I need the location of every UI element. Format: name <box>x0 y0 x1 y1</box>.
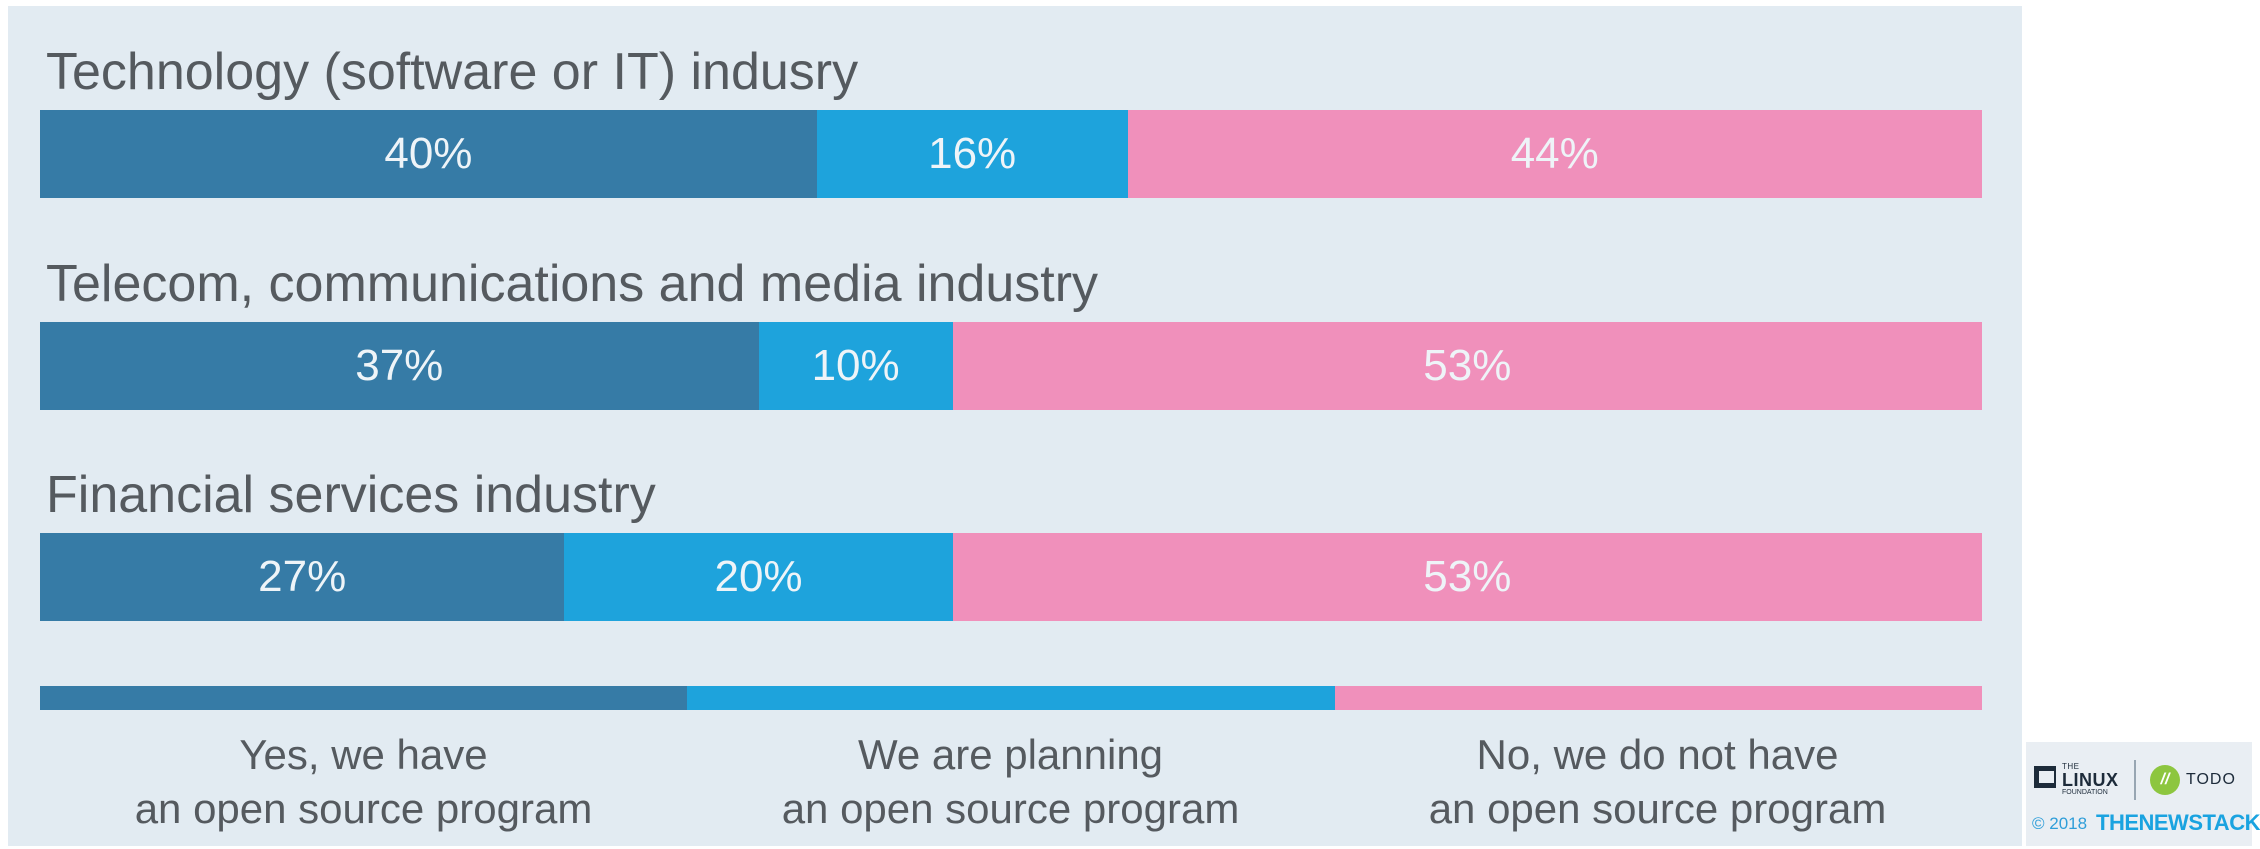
bar-segment: 53% <box>952 533 1982 621</box>
legend-label: No, we do not have an open source program <box>1334 728 1981 836</box>
data-label: 40% <box>384 129 473 178</box>
data-label: 53% <box>1423 552 1512 601</box>
todo-icon: // <box>2150 765 2180 795</box>
linux-foundation-linux-text: LINUX <box>2062 770 2119 790</box>
bar-segment: 10% <box>758 322 953 410</box>
legend-label: Yes, we have an open source program <box>40 728 687 836</box>
bar-segment: 16% <box>816 110 1128 198</box>
bar-segment: 44% <box>1127 110 1982 198</box>
bar-segment: 53% <box>952 322 1982 410</box>
data-label: 44% <box>1510 129 1599 178</box>
legend-label-line: No, we do not have <box>1476 731 1839 778</box>
bar-segment: 40% <box>40 110 817 198</box>
todo-text: TODO <box>2186 771 2236 788</box>
chart-panel: Technology (software or IT) indusry 40% 16… <box>8 6 2022 846</box>
linux-foundation-the-text: THE <box>2062 762 2080 771</box>
legend-label-line: Yes, we have <box>239 731 488 778</box>
legend-label: We are planning an open source program <box>687 728 1334 836</box>
credits-divider <box>2134 760 2136 800</box>
bar-segment: 37% <box>40 322 759 410</box>
data-label: 27% <box>258 552 347 601</box>
stacked-bar: 37% 10% 53% <box>40 322 1982 410</box>
legend-label-line: an open source program <box>781 785 1240 832</box>
data-label: 37% <box>355 341 444 390</box>
todo-logo: // TODO <box>2150 762 2250 798</box>
the-new-stack-logo: THENEWSTACK <box>2096 810 2260 835</box>
data-label: 10% <box>811 341 900 390</box>
data-label: 20% <box>714 552 803 601</box>
legend-swatch <box>1334 686 1982 710</box>
category-label: Financial services industry <box>46 466 656 524</box>
linux-foundation-logo: THE LINUX FOUNDATION <box>2034 762 2130 800</box>
linux-foundation-foundation-text: FOUNDATION <box>2062 789 2108 796</box>
stacked-bar: 40% 16% 44% <box>40 110 1982 198</box>
legend-label-line: We are planning <box>857 731 1164 778</box>
bar-segment: 27% <box>40 533 565 621</box>
category-label: Telecom, communications and media indust… <box>46 255 1099 313</box>
stacked-bar: 27% 20% 53% <box>40 533 1982 621</box>
data-label: 53% <box>1423 341 1512 390</box>
data-label: 16% <box>928 129 1017 178</box>
legend-label-line: an open source program <box>134 785 593 832</box>
category-label: Technology (software or IT) indusry <box>46 43 859 101</box>
linux-foundation-logo-icon <box>2034 766 2056 788</box>
copyright-text: © 2018 <box>2032 814 2088 833</box>
legend-label-line: an open source program <box>1428 785 1887 832</box>
bar-segment: 20% <box>564 533 953 621</box>
legend-swatch <box>687 686 1335 710</box>
credits-block: THE LINUX FOUNDATION // TODO © 2018 THEN… <box>2026 742 2260 846</box>
legend-swatch <box>40 686 688 710</box>
legend-bar <box>40 686 1982 710</box>
